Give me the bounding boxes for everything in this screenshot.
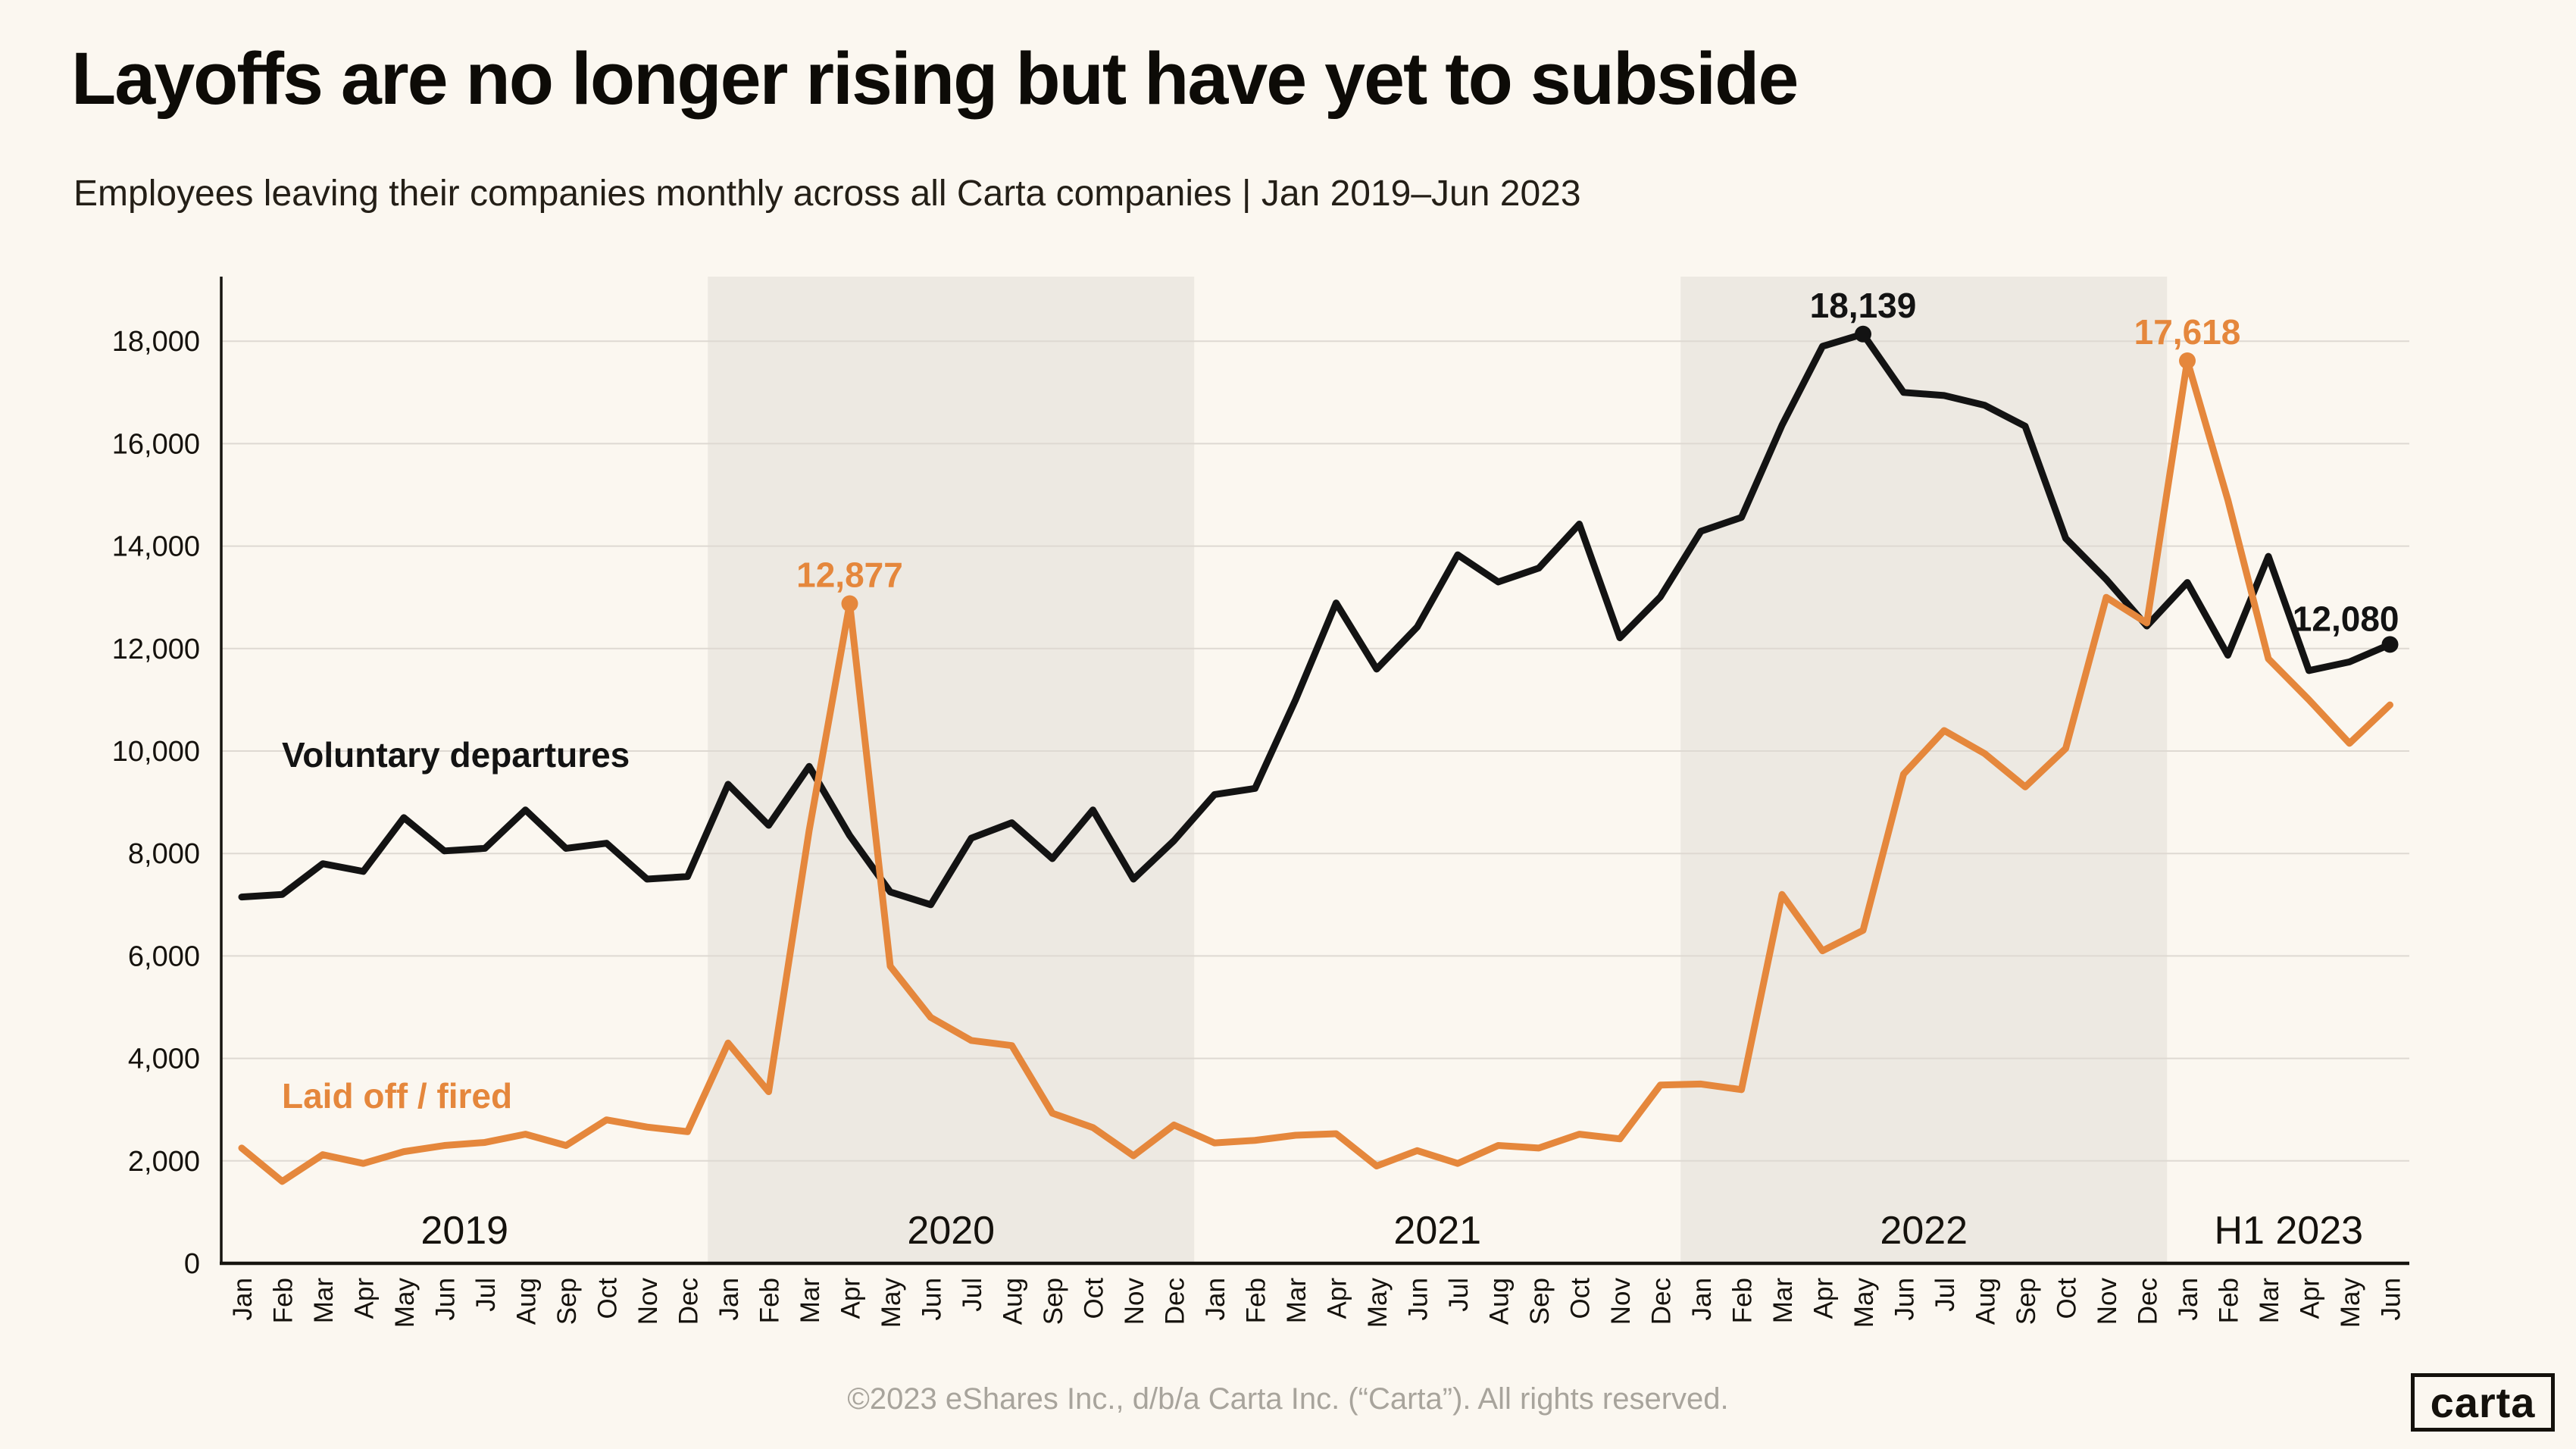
x-tick-label: Jun (918, 1278, 947, 1320)
annotation-value: 17,618 (2134, 312, 2241, 352)
y-tick-label: 10,000 (112, 736, 200, 768)
x-tick-label: Dec (1647, 1278, 1677, 1325)
chart-subtitle: Employees leaving their companies monthl… (73, 174, 1581, 214)
carta-logo: carta (2411, 1373, 2555, 1432)
x-tick-label: Jan (228, 1278, 258, 1320)
x-tick-label: Feb (269, 1278, 299, 1323)
x-tick-label: Jun (431, 1278, 461, 1320)
x-tick-label: May (1849, 1278, 1879, 1329)
x-tick-label: Jul (1930, 1278, 1960, 1312)
x-tick-label: Mar (796, 1278, 825, 1324)
x-tick-label: Sep (1039, 1278, 1068, 1325)
x-tick-label: Aug (999, 1278, 1028, 1325)
x-tick-label: Nov (633, 1278, 663, 1325)
annotation-dot (2381, 636, 2399, 653)
year-label-H1 2023: H1 2023 (2214, 1209, 2363, 1253)
year-label-2019: 2019 (420, 1209, 508, 1253)
annotation-dot (2179, 352, 2196, 370)
x-tick-label: Aug (512, 1278, 542, 1325)
x-tick-label: Aug (1971, 1278, 2001, 1325)
y-tick-label: 0 (184, 1248, 200, 1280)
x-tick-label: Apr (836, 1278, 866, 1319)
x-tick-label: Dec (2134, 1278, 2163, 1325)
x-tick-label: Oct (1080, 1278, 1109, 1319)
year-label-2020: 2020 (907, 1209, 995, 1253)
copyright-footer: ©2023 eShares Inc., d/b/a Carta Inc. (“C… (847, 1382, 1729, 1416)
annotation-dot (1855, 325, 1871, 343)
x-tick-label: Aug (1485, 1278, 1515, 1325)
x-tick-label: Oct (593, 1278, 623, 1319)
x-tick-label: Mar (1768, 1278, 1798, 1324)
y-tick-label: 14,000 (112, 531, 200, 563)
shaded-band-2022 (1680, 277, 2168, 1263)
year-label-2022: 2022 (1880, 1209, 1968, 1253)
x-tick-label: Sep (1525, 1278, 1555, 1325)
series-line-laid-off-fired (238, 357, 2393, 1185)
annotation-value: 12,080 (2293, 599, 2399, 638)
x-tick-label: Jul (471, 1278, 501, 1312)
annotation-value: 12,877 (796, 556, 903, 595)
x-tick-label: Nov (1606, 1278, 1636, 1325)
x-tick-label: Jan (714, 1278, 744, 1320)
series-label-laid-off-fired: Laid off / fired (282, 1076, 512, 1116)
x-tick-label: Nov (2093, 1278, 2122, 1325)
x-tick-label: May (877, 1278, 906, 1329)
y-tick-label: 4,000 (128, 1044, 200, 1075)
x-tick-label: Jul (958, 1278, 987, 1312)
y-tick-label: 6,000 (128, 940, 200, 972)
y-tick-label: 2,000 (128, 1146, 200, 1178)
x-tick-label: Jun (1404, 1278, 1433, 1320)
x-tick-label: Jan (1201, 1278, 1230, 1320)
x-tick-label: Apr (2296, 1278, 2325, 1319)
shaded-band-2020 (708, 277, 1195, 1263)
x-tick-label: Mar (2255, 1278, 2284, 1324)
x-tick-label: Feb (1728, 1278, 1758, 1323)
x-tick-label: Apr (1809, 1278, 1839, 1319)
y-tick-label: 16,000 (112, 428, 200, 460)
x-tick-label: Feb (1242, 1278, 1271, 1323)
series-line-voluntary-departures (238, 330, 2393, 909)
x-tick-label: Oct (2052, 1278, 2082, 1319)
y-tick-label: 18,000 (112, 326, 200, 358)
x-tick-label: Jan (1687, 1278, 1717, 1320)
x-tick-label: Apr (350, 1278, 380, 1319)
page-title: Layoffs are no longer rising but have ye… (71, 37, 1799, 120)
x-tick-label: Jan (2174, 1278, 2203, 1320)
x-tick-label: Mar (1282, 1278, 1311, 1324)
x-tick-label: Jul (1444, 1278, 1474, 1312)
x-tick-label: Mar (309, 1278, 339, 1324)
carta-logo-text: carta (2430, 1379, 2536, 1426)
x-tick-label: Oct (1566, 1278, 1596, 1319)
x-tick-label: Jun (2377, 1278, 2406, 1320)
x-tick-label: May (2336, 1278, 2365, 1329)
x-tick-label: Sep (552, 1278, 582, 1325)
x-tick-label: Dec (674, 1278, 704, 1325)
x-tick-label: May (390, 1278, 420, 1329)
annotation-value: 18,139 (1810, 286, 1917, 325)
x-tick-label: Sep (2012, 1278, 2041, 1325)
x-tick-label: May (1363, 1278, 1393, 1329)
x-tick-label: Feb (2215, 1278, 2244, 1323)
annotation-dot (841, 595, 858, 612)
series-label-voluntary-departures: Voluntary departures (282, 735, 630, 775)
year-label-2021: 2021 (1393, 1209, 1481, 1253)
x-tick-label: Dec (1161, 1278, 1190, 1325)
x-tick-label: Feb (755, 1278, 785, 1323)
y-tick-label: 8,000 (128, 838, 200, 870)
y-tick-label: 12,000 (112, 634, 200, 665)
x-tick-label: Nov (1120, 1278, 1149, 1325)
x-tick-label: Apr (1323, 1278, 1352, 1319)
x-tick-label: Jun (1890, 1278, 1920, 1320)
